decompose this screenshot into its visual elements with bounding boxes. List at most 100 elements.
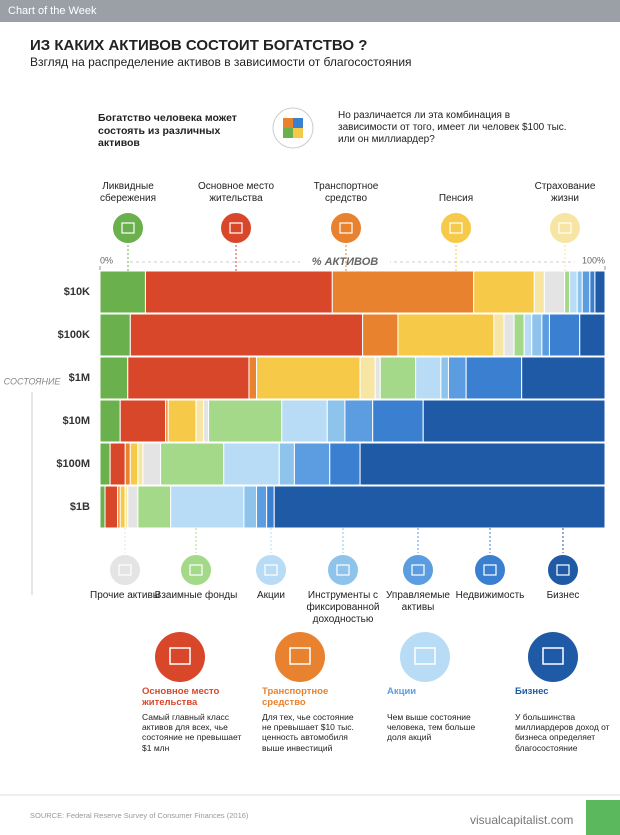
- bar-segment: [99, 270, 146, 314]
- legend-icon-glyph: [556, 564, 570, 576]
- bar-segment: [293, 442, 331, 486]
- legend-label: Недвижимость: [455, 590, 525, 601]
- bar-segment: [594, 270, 606, 314]
- y-axis-label: СОСТОЯНИЕ: [4, 376, 62, 386]
- legend-icon: [326, 553, 360, 587]
- bar-segment: [208, 399, 283, 443]
- header-bar: [0, 0, 620, 22]
- legend-icon: [548, 211, 582, 245]
- legend-icon: [439, 211, 473, 245]
- legend-label: Ликвидные сбережения: [100, 181, 156, 204]
- bar-segment: [422, 399, 606, 443]
- legend-icon-glyph: [483, 564, 497, 576]
- legend-icon-glyph: [339, 222, 353, 234]
- bar-segment: [99, 313, 131, 357]
- bar-segment: [543, 270, 566, 314]
- x-tick-label: 100%: [582, 255, 605, 265]
- card-icon: [528, 632, 578, 682]
- puzzle-piece: [283, 118, 293, 128]
- legend-icon-glyph: [229, 222, 243, 234]
- bar-segment: [447, 356, 467, 400]
- bar-segment: [129, 442, 139, 486]
- bar-segment: [523, 313, 533, 357]
- legend-label: Бизнес: [546, 590, 580, 601]
- bar-segment: [99, 356, 129, 400]
- card-title: Транспортное средство: [262, 686, 329, 709]
- bar-segment: [256, 356, 361, 400]
- legend-icon: [254, 553, 288, 587]
- legend-label: Основное место жительства: [197, 181, 275, 204]
- bar-segment: [589, 270, 596, 314]
- bar-segment: [359, 356, 376, 400]
- bar-segment: [362, 313, 399, 357]
- card-text: У большинства миллиардеров доход от бизн…: [515, 712, 610, 753]
- bar-segment: [521, 356, 606, 400]
- row-label: $10M: [62, 415, 90, 427]
- bar-segment: [541, 313, 550, 357]
- bar-segment: [493, 313, 505, 357]
- bar-segment: [415, 356, 442, 400]
- card-icon-glyph: [542, 647, 564, 665]
- source: SOURCE: Federal Reserve Survey of Consum…: [30, 811, 249, 820]
- bar-segment: [331, 270, 475, 314]
- bar-segment: [144, 270, 333, 314]
- bar-segment: [256, 485, 268, 529]
- bar-segment: [203, 399, 210, 443]
- puzzle-piece: [283, 128, 293, 138]
- bar-segment: [278, 442, 295, 486]
- bar-segment: [581, 270, 591, 314]
- card-icon-glyph: [169, 647, 191, 665]
- card-icon: [275, 632, 325, 682]
- legend-label: Взаимные фонды: [154, 590, 238, 601]
- puzzle-piece: [293, 118, 303, 128]
- legend-label: Управляемые активы: [386, 590, 450, 613]
- brand-icon: [586, 800, 620, 835]
- card-text: Для тех, чье состояние не превышает $10 …: [262, 712, 354, 753]
- legend-icon: [111, 211, 145, 245]
- bar-segment: [119, 485, 126, 529]
- bar-segment: [344, 399, 374, 443]
- bar-segment: [329, 442, 361, 486]
- bar-segment: [99, 485, 106, 529]
- bar-segment: [531, 313, 543, 357]
- row-label: $100K: [58, 329, 90, 341]
- legend-icon: [329, 211, 363, 245]
- bar-segment: [548, 313, 581, 357]
- row-label: $1M: [69, 372, 90, 384]
- legend-label: Транспортное средство: [313, 181, 379, 204]
- bar-segment: [569, 270, 578, 314]
- bar-segment: [576, 270, 583, 314]
- card-text: Чем выше состояние человека, тем больше …: [387, 712, 476, 743]
- bar-segment: [513, 313, 525, 357]
- bar-segment: [281, 399, 328, 443]
- legend-icon-glyph: [411, 564, 425, 576]
- legend-icon: [473, 553, 507, 587]
- bar-segment: [167, 399, 197, 443]
- bar-segment: [440, 356, 449, 400]
- puzzle-piece: [293, 128, 303, 138]
- bar-segment: [170, 485, 245, 529]
- chart-subtitle: Взгляд на распределение активов в зависи…: [30, 55, 412, 69]
- card-title: Акции: [387, 686, 417, 697]
- bar-segment: [129, 313, 364, 357]
- bar-segment: [248, 356, 258, 400]
- bar-segment: [137, 485, 172, 529]
- legend-label: Пенсия: [438, 193, 474, 204]
- bar-segment: [473, 270, 535, 314]
- bar-segment: [465, 356, 523, 400]
- bar-segment: [397, 313, 495, 357]
- intro-right: Но различается ли эта комбинация в завис…: [338, 110, 567, 145]
- bar-segment: [99, 442, 111, 486]
- card-icon-glyph: [414, 647, 436, 665]
- card-icon-glyph: [289, 647, 311, 665]
- x-axis-label: % АКТИВОВ: [312, 256, 379, 268]
- bar-segment: [326, 399, 346, 443]
- legend-icon-glyph: [558, 222, 572, 234]
- legend-icon: [546, 553, 580, 587]
- bar-segment: [223, 442, 280, 486]
- legend-icon: [219, 211, 253, 245]
- card-title: Бизнес: [515, 686, 549, 697]
- bar-segment: [379, 356, 417, 400]
- legend-icon-glyph: [118, 564, 132, 576]
